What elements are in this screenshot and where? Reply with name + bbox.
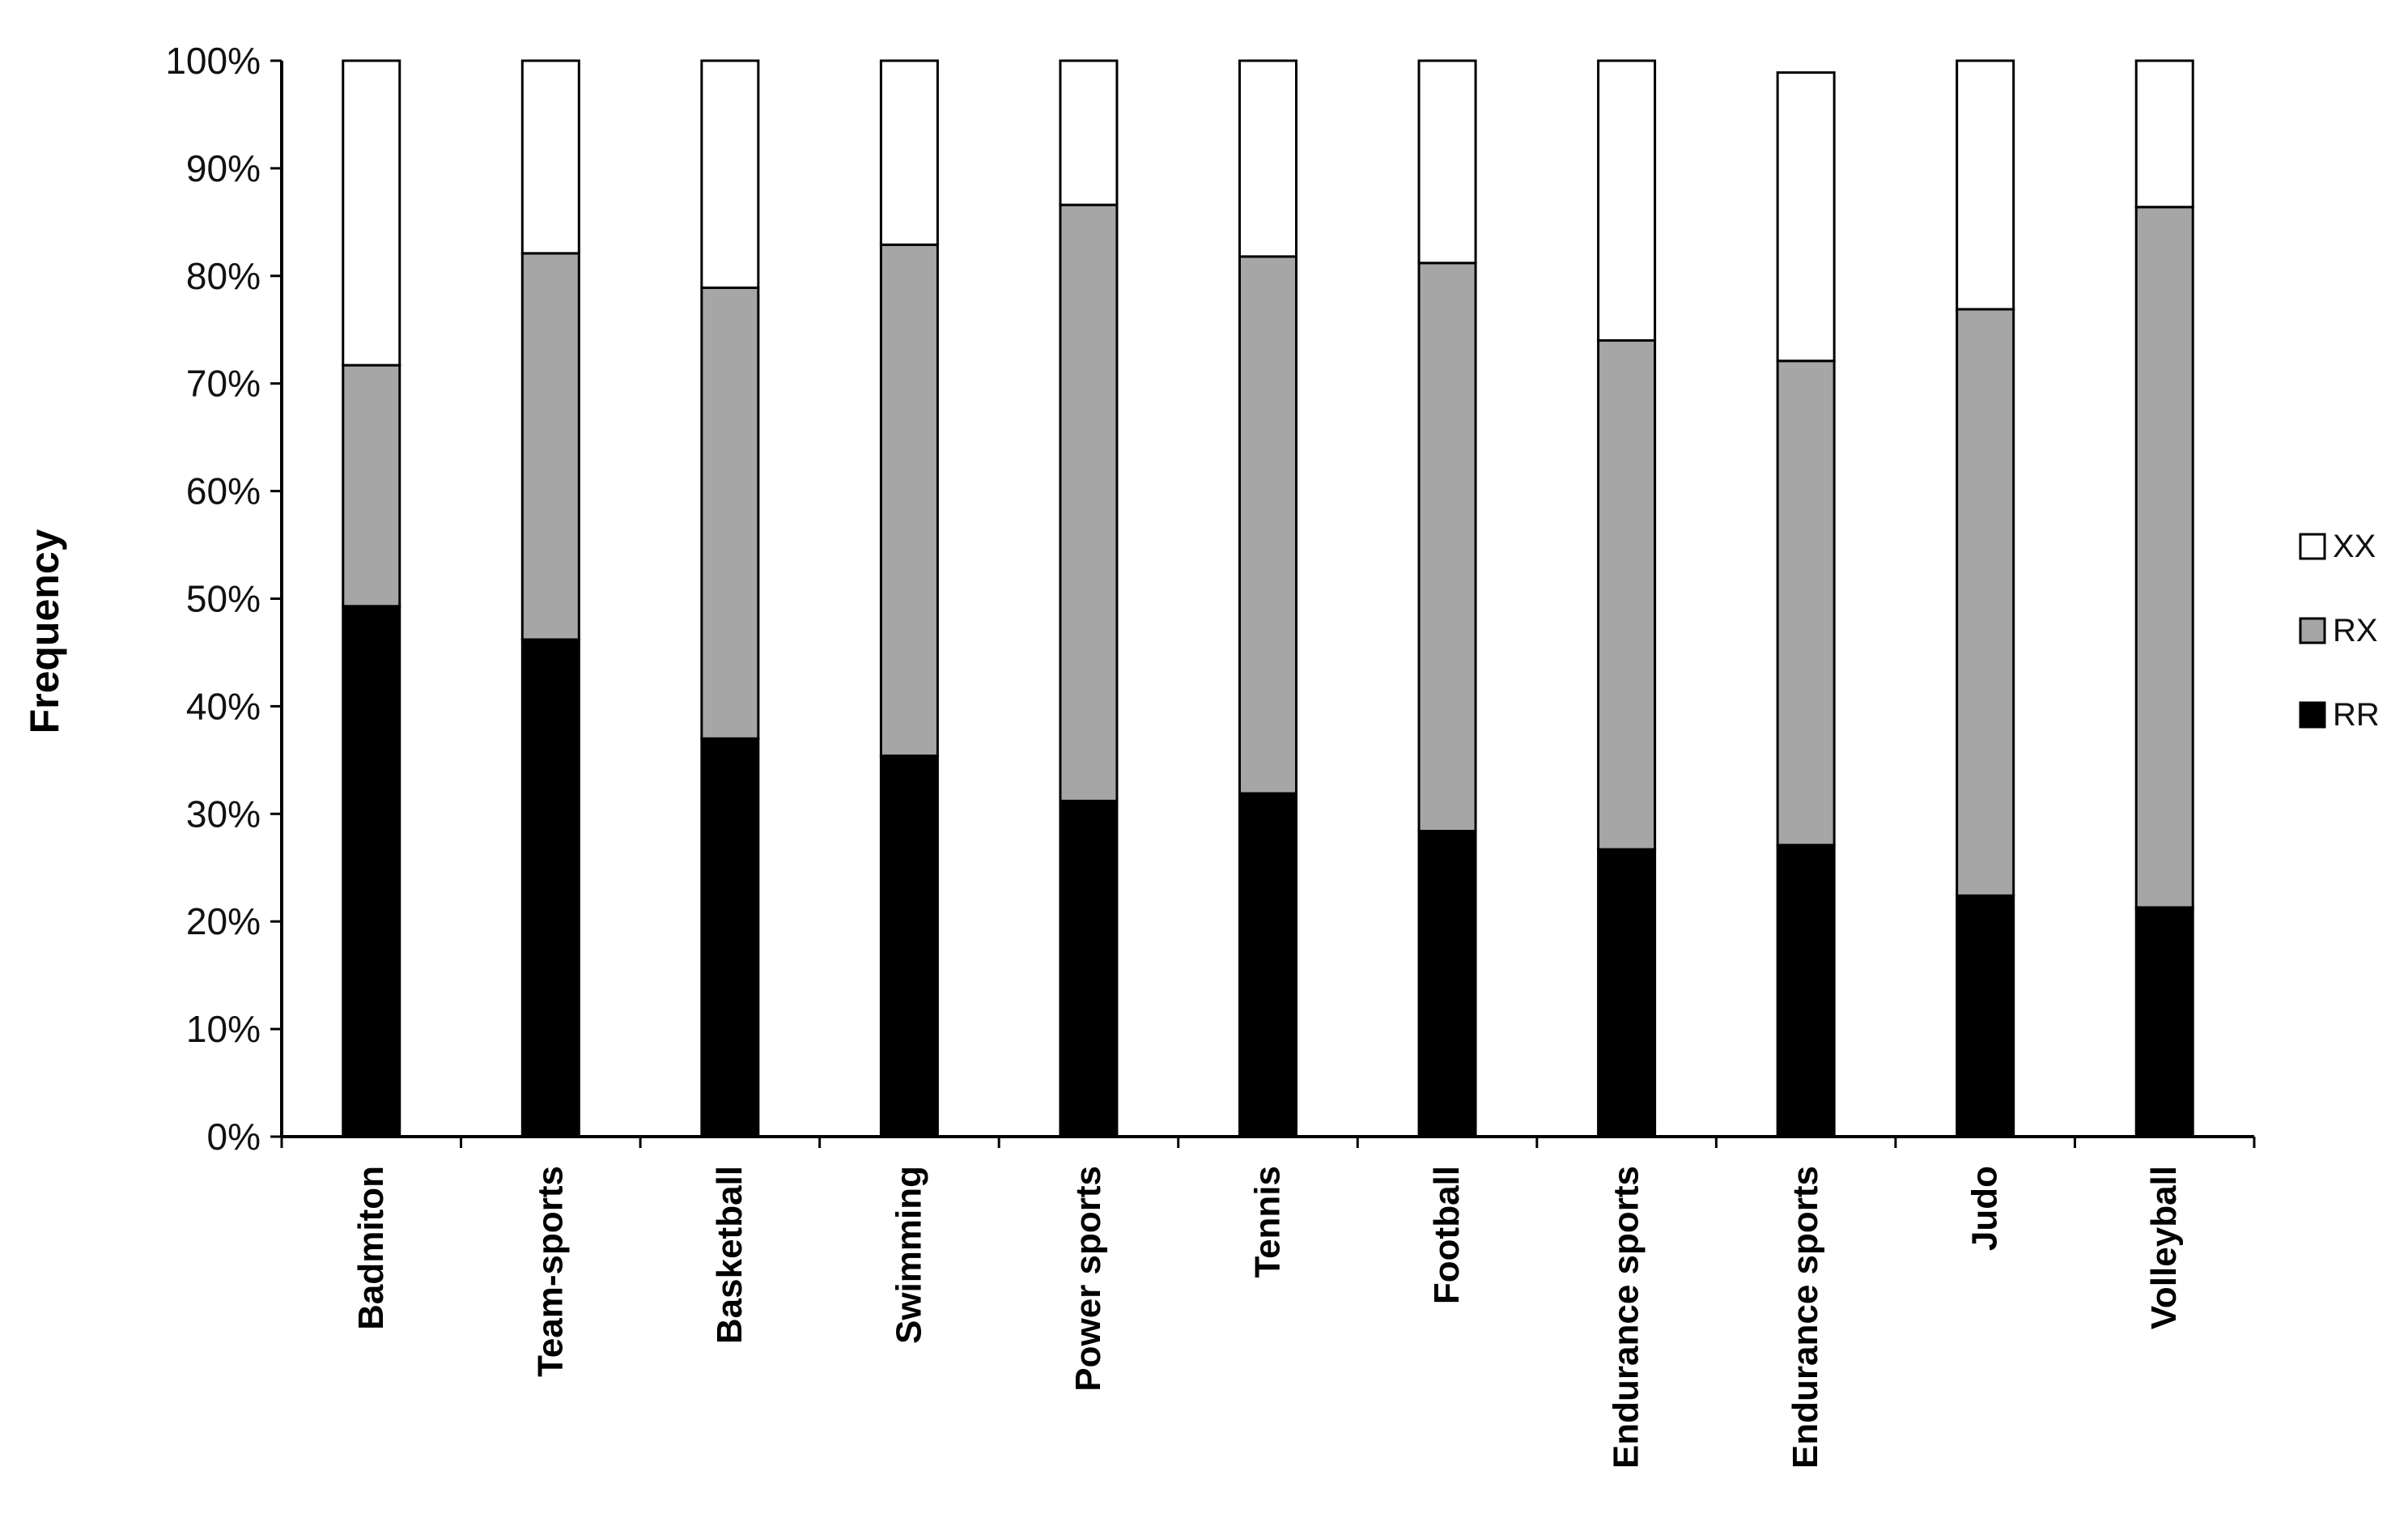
bar-segment-xx (1238, 59, 1297, 258)
legend-label-rx: RX (2333, 613, 2378, 648)
legend-label-rr: RR (2333, 697, 2380, 733)
y-tick-label: 40% (186, 685, 261, 727)
category-label: Endurance sports (1786, 1166, 1825, 1469)
bar-segment-rr (2134, 906, 2194, 1138)
bar-segment-xx (520, 59, 580, 255)
bar-segment-xx (1059, 59, 1119, 206)
bar-segment-xx (1776, 71, 1836, 363)
bar-segment-xx (1417, 59, 1477, 265)
bar-segment-rx (1059, 203, 1119, 802)
y-tick-label: 0% (207, 1116, 261, 1158)
y-tick-label: 90% (186, 147, 261, 189)
category-label: Power sports (1068, 1166, 1108, 1392)
bar-segment-rx (1417, 261, 1477, 833)
y-tick-label: 30% (186, 793, 261, 835)
category-label: Judo (1965, 1166, 2005, 1251)
y-tick-label: 50% (186, 578, 261, 620)
legend-label-xx: XX (2333, 529, 2376, 564)
bar-segment-xx (342, 59, 401, 367)
category-label: Volleyball (2144, 1166, 2184, 1329)
category-label: Swimming (889, 1166, 928, 1344)
category-label: Football (1427, 1166, 1467, 1304)
legend-swatch-rx (2299, 617, 2326, 644)
category-label: Endurance sports (1607, 1166, 1646, 1469)
bar-segment-rx (1238, 255, 1297, 795)
y-tick-label: 60% (186, 470, 261, 512)
y-tick-label: 20% (186, 900, 261, 942)
bar-segment-xx (2134, 59, 2194, 209)
category-label: Team-sports (530, 1166, 570, 1377)
bar-segment-xx (879, 59, 939, 246)
bar-segment-rr (1776, 844, 1836, 1138)
category-label: Tennis (1248, 1166, 1288, 1278)
category-label: Basketball (710, 1166, 750, 1344)
bar-segment-rx (342, 363, 401, 608)
bar-segment-rx (1956, 308, 2015, 897)
bar-segment-rr (700, 737, 760, 1138)
bar-segment-rr (1238, 792, 1297, 1138)
category-labels: Badmiton Team-sports Basketball Swimming Pow… (351, 1166, 2184, 1469)
bar-segment-rr (879, 755, 939, 1138)
bar-segment-rx (1597, 339, 1657, 851)
bar-segment-rr (1059, 799, 1119, 1138)
bars (342, 59, 2194, 1138)
axes (280, 61, 2254, 1138)
bar-segment-rx (520, 252, 580, 641)
bar-segment-rr (1417, 830, 1477, 1138)
category-label: Badmiton (351, 1166, 391, 1330)
y-axis-ticks: 0% 10% 20% 30% 40% 50% 60% 70% 80% 90% 100% (165, 40, 282, 1158)
bar-segment-rx (1776, 359, 1836, 847)
bar-segment-rr (520, 638, 580, 1138)
bar-segment-rr (342, 605, 401, 1138)
y-axis-title: Frequency (22, 529, 67, 733)
legend-swatch-rr (2299, 701, 2326, 729)
bar-segment-xx (700, 59, 760, 289)
y-tick-label: 80% (186, 255, 261, 297)
bar-segment-xx (1956, 59, 2015, 311)
bar-segment-xx (1597, 59, 1657, 342)
bar-segment-rx (879, 243, 939, 758)
legend-swatch-xx (2299, 533, 2326, 560)
y-tick-label: 10% (186, 1008, 261, 1050)
y-tick-label: 100% (165, 40, 261, 82)
bar-segment-rx (700, 286, 760, 740)
bar-segment-rr (1597, 848, 1657, 1138)
y-tick-label: 70% (186, 363, 261, 405)
bar-segment-rx (2134, 206, 2194, 909)
x-axis-ticks (280, 1137, 2256, 1148)
bar-segment-rr (1956, 894, 2015, 1138)
legend: XX RX RR (2299, 529, 2380, 733)
